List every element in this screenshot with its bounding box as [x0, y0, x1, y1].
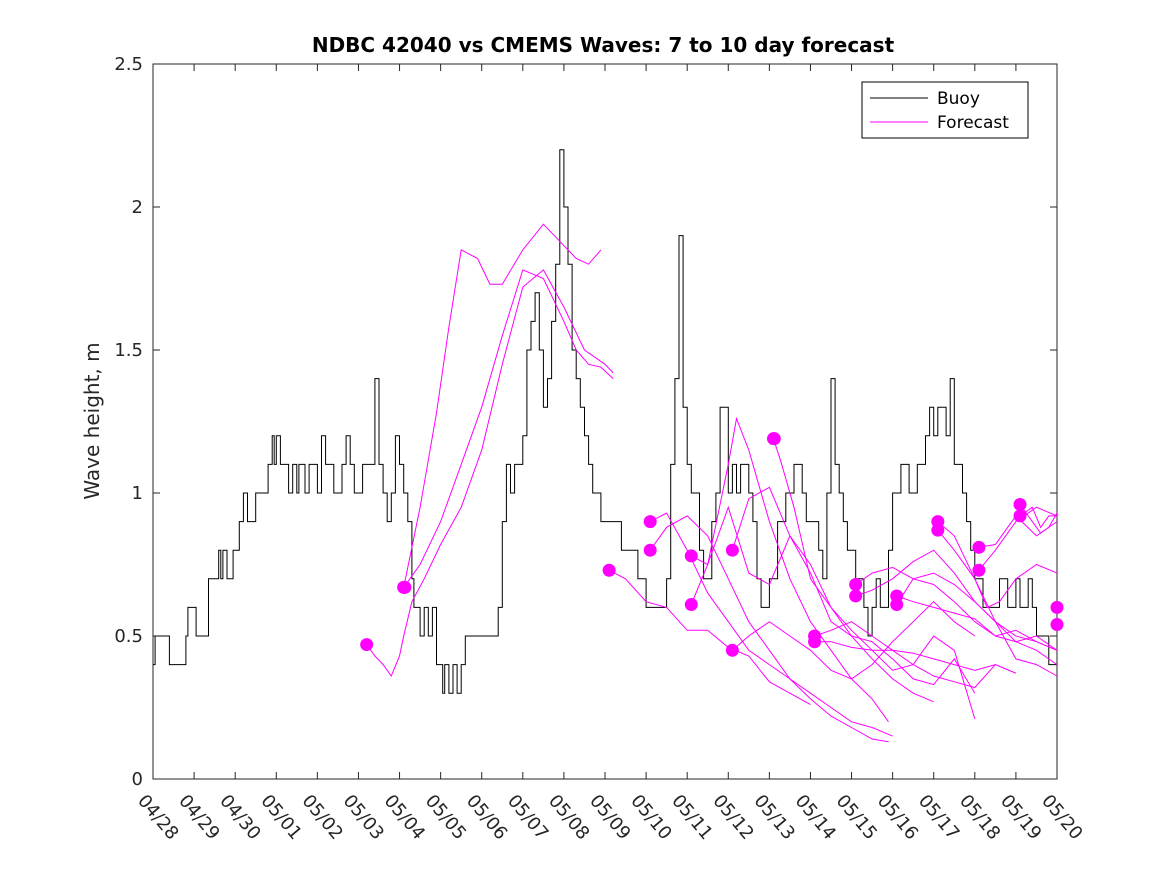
- forecast-start-marker: [767, 432, 781, 446]
- y-tick-label: 2: [132, 197, 143, 218]
- forecast-series-line: [366, 269, 614, 678]
- y-tick-label: 1.5: [114, 340, 143, 361]
- forecast-start-marker: [684, 598, 698, 612]
- legend: Buoy Forecast: [861, 81, 1029, 139]
- forecast-start-marker: [360, 638, 374, 652]
- legend-box: [861, 81, 1029, 139]
- forecast-start-marker: [643, 543, 657, 557]
- chart-title: NDBC 42040 vs CMEMS Waves: 7 to 10 day f…: [312, 33, 895, 57]
- forecast-series-line: [978, 506, 1058, 571]
- plot-area: 00.511.522.504/2804/2904/3005/0105/0205/…: [114, 54, 1086, 844]
- forecast-series-line: [896, 572, 1058, 666]
- forecast-start-marker: [725, 643, 739, 657]
- axes-box: [152, 63, 1058, 780]
- y-tick-label: 1: [132, 483, 143, 504]
- forecast-series-line: [937, 521, 1058, 609]
- forecast-series-line: [773, 438, 976, 720]
- forecast-series-line: [691, 416, 889, 723]
- forecast-start-marker: [602, 563, 616, 577]
- forecast-series-line: [1019, 506, 1057, 529]
- forecast-series-line: [814, 641, 1017, 674]
- forecast-series-line: [690, 505, 934, 703]
- forecast-start-marker: [398, 580, 412, 594]
- forecast-start-marker: [684, 549, 698, 563]
- forecast-series-line: [731, 486, 976, 694]
- forecast-series-line: [896, 595, 1058, 651]
- forecast-start-marker: [890, 598, 904, 612]
- y-tick-label: 0.5: [114, 626, 143, 647]
- forecast-series-line: [732, 601, 976, 680]
- legend-forecast-label: Forecast: [937, 113, 1009, 133]
- forecast-start-marker: [972, 563, 986, 577]
- forecast-start-marker: [972, 540, 986, 554]
- forecast-start-marker: [849, 589, 863, 603]
- forecast-start-marker: [1013, 509, 1027, 523]
- forecast-series-line: [649, 512, 893, 737]
- buoy-series-line: [153, 149, 1057, 694]
- forecast-series-line: [855, 549, 1058, 651]
- y-tick-label: 0: [132, 769, 143, 790]
- forecast-start-marker: [1013, 497, 1027, 511]
- forecast-start-marker: [1050, 618, 1064, 632]
- forecast-series-line: [937, 529, 1058, 677]
- forecast-start-marker: [849, 578, 863, 592]
- y-tick-label: 2.5: [114, 54, 143, 75]
- forecast-series-line: [1019, 504, 1058, 534]
- forecast-start-marker: [643, 515, 657, 529]
- forecast-series-line: [403, 269, 614, 588]
- forecast-series-line: [814, 621, 1017, 689]
- forecast-start-marker: [1050, 600, 1064, 614]
- forecast-series-line: [608, 569, 811, 706]
- forecast-start-marker: [725, 543, 739, 557]
- forecast-series-line: [649, 515, 889, 743]
- forecast-series-line: [403, 223, 602, 588]
- forecast-start-marker: [808, 635, 822, 649]
- y-axis-label: Wave height, m: [80, 342, 104, 499]
- legend-buoy-label: Buoy: [937, 89, 980, 109]
- forecast-start-marker: [931, 523, 945, 537]
- forecast-series-line: [855, 566, 1058, 651]
